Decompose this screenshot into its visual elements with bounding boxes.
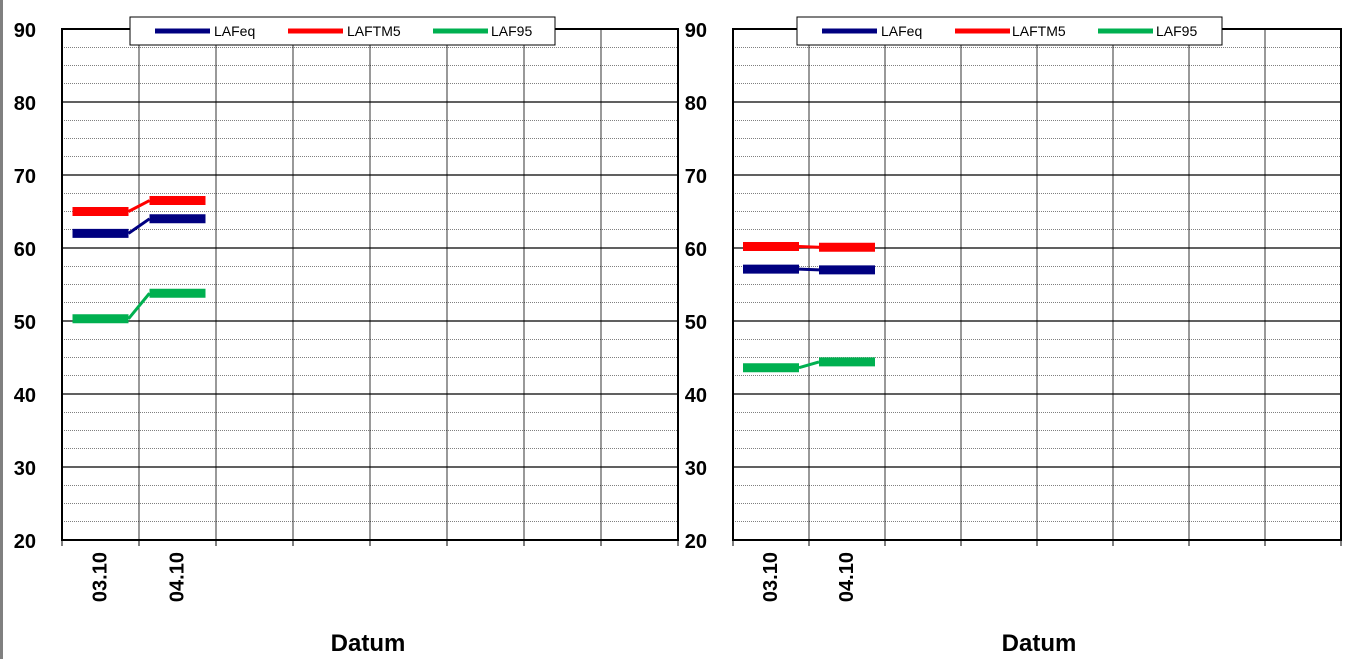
y-tick-label: 60 (14, 239, 36, 261)
y-tick-label: 60 (685, 239, 707, 261)
y-tick-label: 80 (685, 93, 707, 115)
series-lafeq (72, 214, 206, 238)
legend: LAFeq LAFTM5 LAF95 (796, 16, 1223, 46)
series-laftm5 (743, 242, 875, 252)
legend-label-laf95: LAF95 (1156, 23, 1197, 39)
y-tick-label: 70 (685, 166, 707, 188)
y-tick-label: 90 (14, 20, 36, 42)
legend: LAFeq LAFTM5 LAF95 (129, 16, 556, 46)
series-segment (127, 217, 151, 235)
y-tick-label: 40 (685, 385, 707, 407)
y-tick-label: 20 (14, 531, 36, 553)
window-left-edge (0, 0, 3, 659)
legend-label-laftm5: LAFTM5 (347, 23, 401, 39)
legend-label-laftm5: LAFTM5 (1012, 23, 1066, 39)
series-segment (127, 292, 151, 320)
y-tick-label: 40 (14, 385, 36, 407)
chart-right: 20 30 40 50 60 70 80 90 03.10 04.10 Datum LAFeq LAFT… (685, 16, 1342, 657)
series-segment (798, 245, 820, 249)
y-tick-label: 50 (14, 312, 36, 334)
series-lafeq (743, 264, 875, 275)
legend-label-lafeq: LAFeq (881, 23, 922, 39)
series-laftm5 (72, 196, 206, 216)
x-tick-label: 03.10 (760, 552, 782, 602)
y-tick-label: 50 (685, 312, 707, 334)
y-tick-label: 80 (14, 93, 36, 115)
series-segment (798, 267, 820, 272)
x-axis-title: Datum (1002, 630, 1077, 657)
series-segment (127, 199, 151, 213)
chart-left: 20 30 40 50 60 70 80 90 03.10 04.10 Datum LAFeq LAFT… (14, 16, 679, 657)
series-laf95 (743, 357, 875, 373)
y-tick-label: 70 (14, 166, 36, 188)
y-tick-label: 30 (14, 458, 36, 480)
legend-label-laf95: LAF95 (491, 23, 532, 39)
series-segment (798, 360, 820, 370)
series-laf95 (72, 288, 206, 324)
legend-label-lafeq: LAFeq (214, 23, 255, 39)
y-tick-label: 30 (685, 458, 707, 480)
y-tick-label: 90 (685, 20, 707, 42)
x-tick-label: 04.10 (836, 552, 858, 602)
x-axis-title: Datum (331, 630, 406, 657)
x-tick-label: 04.10 (167, 552, 189, 602)
y-tick-label: 20 (685, 531, 707, 553)
x-tick-label: 03.10 (90, 552, 112, 602)
